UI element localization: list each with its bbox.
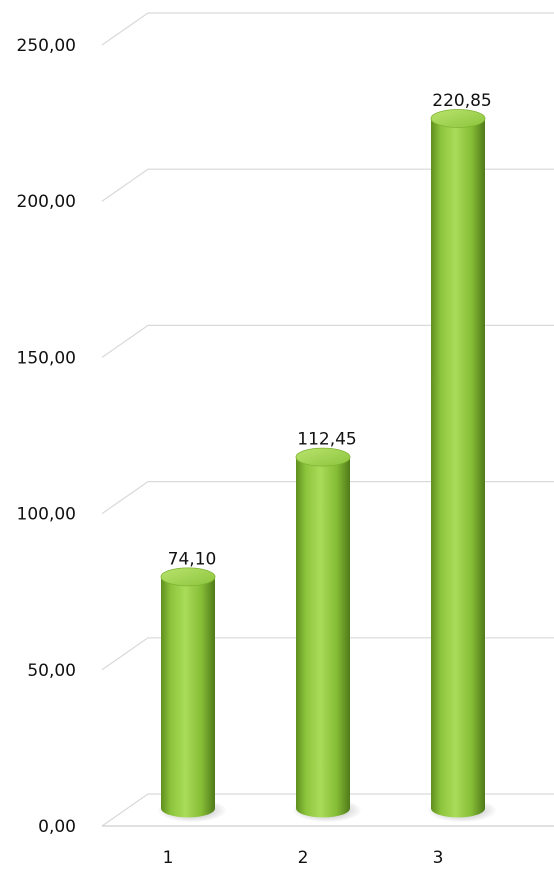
bar [292, 447, 362, 823]
gridline [101, 324, 554, 358]
y-tick-label: 150,00 [17, 348, 76, 368]
bar [427, 109, 497, 823]
x-tick-label: 1 [163, 848, 174, 868]
gridlines [101, 12, 554, 827]
bar-top [295, 447, 351, 467]
gridline [101, 12, 554, 46]
bar-body [296, 457, 350, 818]
bar-top [160, 567, 216, 587]
bar-body [431, 118, 485, 818]
bar-top [430, 109, 486, 128]
y-tick-label: 200,00 [17, 192, 76, 212]
data-labels: 74,10 112,45 220,85 [168, 91, 492, 569]
y-tick-label: 100,00 [17, 505, 76, 525]
y-axis: 0,00 50,00 100,00 150,00 200,00 250,00 [17, 36, 554, 837]
x-tick-label: 2 [298, 848, 309, 868]
bar [157, 567, 227, 823]
data-label: 74,10 [168, 550, 217, 570]
gridline [101, 168, 554, 202]
data-label: 112,45 [297, 430, 356, 450]
x-axis: 1 2 3 [163, 848, 444, 868]
x-tick-label: 3 [433, 848, 444, 868]
bars [157, 109, 497, 823]
gridline [101, 481, 554, 515]
gridline [101, 637, 554, 671]
gridline [101, 793, 554, 827]
y-tick-label: 250,00 [17, 36, 76, 56]
bar-body [161, 576, 215, 818]
y-tick-label: 0,00 [38, 817, 76, 837]
data-label: 220,85 [432, 91, 491, 111]
y-tick-label: 50,00 [27, 661, 76, 681]
